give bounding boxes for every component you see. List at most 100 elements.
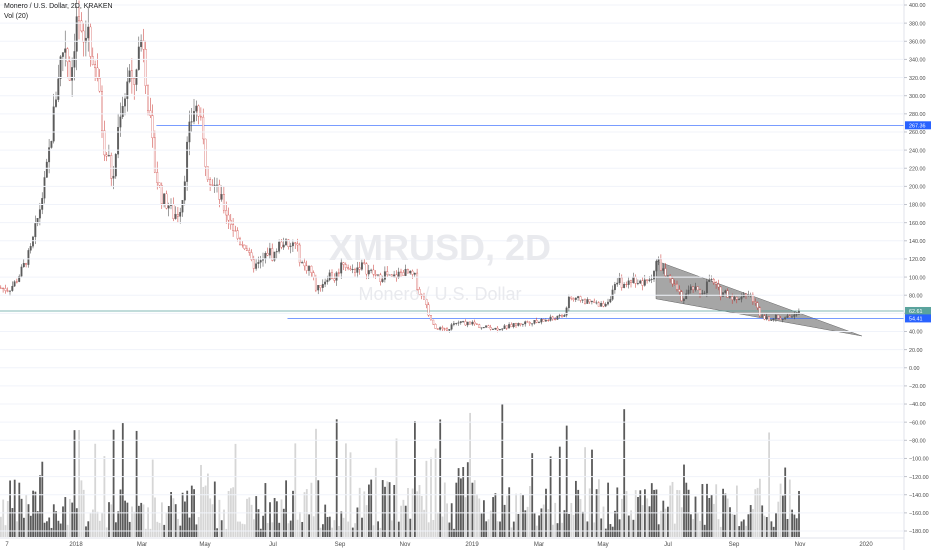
volume-bar [646,498,649,537]
candle-body [574,297,577,300]
volume-bar [264,483,267,537]
candle-body [250,252,253,260]
volume-bar [167,505,170,537]
volume-bar [627,515,630,537]
volume-bar [165,512,168,537]
volume-bar [683,464,685,537]
volume-bar [232,487,235,537]
volume-bar [432,519,435,537]
candle-body [567,296,570,309]
volume-bar [296,519,299,537]
candle-body [763,315,766,320]
candle-body [227,214,230,221]
volume-bar [218,499,221,537]
volume-bar [575,480,577,537]
volume-bar [340,511,343,537]
volume-bar [715,484,718,537]
horizontal-lines[interactable] [0,124,904,319]
volume-bar [775,512,777,537]
candle-body [197,105,200,117]
volume-bar [526,506,529,537]
candle-body [427,304,430,316]
candle-body [52,106,55,142]
volume-bar [731,513,734,537]
volume-bar [409,518,412,537]
volume-bar [517,513,520,537]
volume-bar [593,522,596,537]
falling-wedge-drawing[interactable] [655,260,863,337]
volume-bar [138,505,140,537]
candle-body [471,321,474,325]
volume-bar [494,493,497,537]
volume-bar [699,520,701,537]
candle-body [142,40,145,50]
candle-body [549,316,552,321]
candle-body [71,67,74,81]
volume-bar [694,496,697,537]
volume-bar [379,527,382,537]
candle-body [41,198,44,210]
candle-body [636,283,639,285]
candle-body [308,265,310,271]
volume-bar [257,509,260,537]
candle-body [446,328,448,331]
y-tick-label: 100.00 [909,275,926,281]
volume-bar [248,497,251,537]
volume-bar [117,511,120,537]
volume-bar [499,521,501,537]
volume-bar [676,489,678,537]
candle-body [367,270,370,275]
volume-bar [377,521,379,537]
volume-indicator-label[interactable]: Vol (20) [4,13,29,20]
volume-bar [719,526,722,537]
candle-body [133,78,136,85]
volume-bar [713,503,715,537]
candle-body [699,289,701,294]
candle-body [68,61,71,81]
volume-bar [460,478,462,537]
volume-bar [181,492,184,537]
candle-body [512,323,515,328]
price-axis[interactable]: 400.00 380.00 360.00 340.00 320.00 300.00 280.… [0,3,929,535]
wedge-fill [655,260,863,337]
candle-body [618,277,621,284]
volume-bar [742,519,745,537]
volume-bar [347,521,350,537]
volume-bar [303,492,306,537]
volume-bar [618,519,621,537]
candle-body [544,319,547,322]
volume-bar [765,517,768,537]
candle-body [457,322,460,324]
volume-bar [614,510,616,537]
volume-bar [747,514,750,537]
candle-body [443,328,446,330]
volume-bar [664,508,667,537]
candle-body [503,325,506,329]
price-markers: 267.36 62.61 54.41 [905,121,931,323]
candle-body [717,284,720,288]
volume-bar [266,523,269,537]
candle-body [519,323,522,325]
chart-title[interactable]: Monero / U.S. Dollar, 2D, KRAKEN [4,3,113,10]
candle-body [632,276,635,284]
candle-body [268,248,271,256]
volume-bar [370,479,373,537]
candle-body [572,298,575,300]
candle-body [526,321,529,323]
candle-body [650,279,653,280]
x-tick-label: Nov [400,542,411,548]
candle-body [524,321,527,325]
candle-body [758,307,761,316]
volume-bar [354,523,356,537]
time-axis[interactable]: 7 2018 Mar May Jul Sep Nov 2019 Mar May Jul Sep Nov 2… [5,542,873,548]
x-tick-label: 2020 [859,542,873,548]
candle-body [466,321,469,326]
candle-body [365,263,368,275]
volume-bar [211,504,214,537]
candle-body [682,298,685,301]
candle-body [78,16,80,21]
volume-bar [653,489,655,537]
candle-body [487,325,490,328]
